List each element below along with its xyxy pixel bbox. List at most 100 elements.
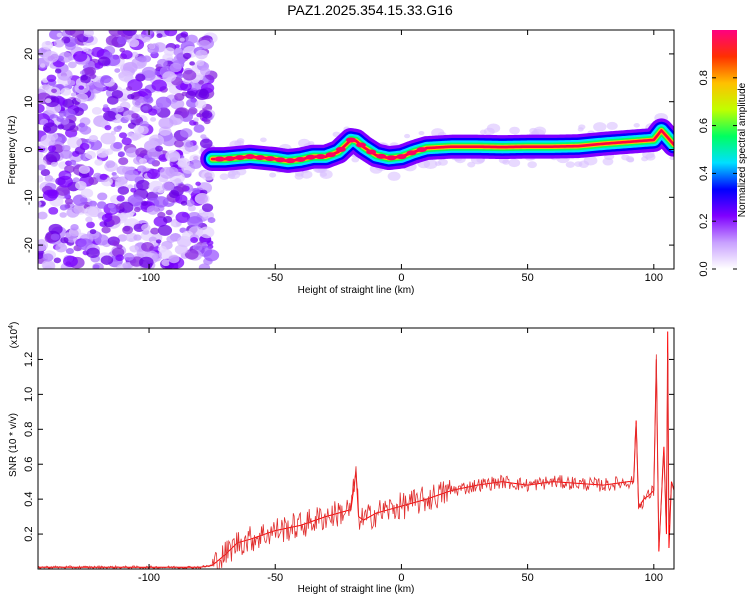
snr-y-tick-label: 0.6 (23, 457, 35, 472)
noise-blob (118, 132, 128, 139)
noise-blob (200, 134, 207, 140)
ridge-peak (285, 158, 296, 164)
noise-blob (80, 75, 91, 84)
noise-blob (117, 151, 126, 157)
snr-y-tick-label: 0.8 (23, 422, 35, 437)
noise-blob (94, 62, 104, 69)
ridge-peak (275, 157, 286, 163)
noise-blob (173, 139, 184, 148)
ridge-halo-blob (633, 123, 640, 128)
spectrogram-x-tick-label: 100 (645, 272, 663, 284)
noise-blob (155, 145, 163, 152)
snr-y-axis-label: SNR (10 * v/v) (8, 413, 19, 477)
ridge-halo-blob (527, 161, 537, 169)
ridge-peak (345, 137, 356, 143)
noise-blob (70, 223, 79, 231)
noise-blob (121, 137, 132, 146)
noise-blob (163, 216, 173, 224)
noise-blob (50, 161, 58, 167)
noise-blob (194, 193, 210, 205)
spectrogram-marks (38, 30, 674, 269)
noise-blob (207, 217, 216, 224)
noise-blob (100, 74, 112, 84)
noise-blob (101, 226, 111, 234)
snr-y-tick-label: 0.2 (23, 526, 35, 541)
noise-blob (192, 243, 203, 252)
noise-blob (85, 216, 93, 223)
colorbar-gradient (712, 30, 737, 269)
noise-blob (195, 49, 208, 60)
noise-blob (56, 32, 63, 38)
ridge-halo-blob (577, 127, 584, 132)
noise-blob (45, 151, 61, 163)
noise-blob (187, 216, 203, 229)
noise-blob (176, 184, 188, 193)
noise-blob (170, 222, 177, 227)
noise-blob (148, 180, 164, 193)
noise-blob (67, 136, 82, 148)
noise-blob (68, 55, 75, 61)
spectrogram-y-tick-label: 0 (23, 146, 35, 152)
noise-blob (124, 169, 139, 182)
noise-blob (198, 263, 211, 269)
noise-blob (118, 72, 126, 78)
noise-blob (155, 96, 172, 109)
ridge-peak (305, 154, 316, 160)
noise-blob (78, 85, 85, 90)
noise-blob (75, 93, 89, 103)
ridge-halo-blob (479, 129, 487, 135)
snr-x-tick-label: 50 (521, 572, 533, 584)
noise-blob (115, 177, 127, 186)
noise-blob (57, 124, 65, 130)
spectrogram-x-ticks: -100 -50 0 50 100 (138, 30, 663, 284)
noise-blob (139, 256, 154, 269)
noise-blob (66, 207, 80, 218)
noise-blob (199, 138, 213, 149)
noise-blob (107, 203, 115, 209)
ridge-halo-blob (236, 138, 245, 144)
noise-blob (180, 200, 188, 206)
ridge-halo-blob (351, 156, 360, 163)
ridge-halo-blob (502, 159, 510, 165)
ridge-peak (315, 154, 326, 160)
noise-blob (175, 211, 191, 223)
spectrogram-y-tick-label: 10 (23, 96, 35, 108)
ridge-peak (265, 156, 276, 162)
snr-x-tick-label: 100 (645, 572, 663, 584)
noise-blob (96, 201, 107, 209)
noise-blob (147, 168, 161, 180)
ridge-peak (366, 149, 377, 155)
noise-blob (53, 39, 65, 48)
noise-blob (41, 259, 56, 269)
noise-blob (59, 212, 67, 218)
snr-background (38, 328, 674, 569)
noise-blob (116, 36, 127, 45)
ridge-halo-blob (300, 170, 313, 179)
noise-blob (103, 104, 109, 109)
noise-blob (185, 34, 198, 44)
noise-blob (161, 259, 171, 267)
noise-blob (195, 181, 201, 186)
snr-y-ticks: 0.2 0.4 0.6 0.8 1.0 1.2 (23, 352, 674, 542)
noise-blob (157, 211, 166, 219)
noise-blob (118, 157, 129, 165)
noise-blob (91, 106, 103, 115)
noise-blob (196, 59, 205, 67)
noise-blob (201, 170, 215, 181)
noise-blob (185, 141, 194, 148)
noise-blob (203, 118, 211, 125)
noise-blob (99, 173, 108, 181)
noise-blob (164, 30, 178, 37)
noise-blob (75, 180, 87, 190)
ridge-halo-blob (404, 133, 411, 139)
noise-blob (182, 52, 192, 60)
noise-blob (174, 44, 180, 49)
noise-blob (73, 50, 88, 62)
spectrogram-x-tick-label: -50 (267, 272, 283, 284)
noise-blob (116, 195, 125, 202)
noise-blob (136, 179, 150, 191)
noise-blob (103, 51, 113, 59)
ridge-halo-blob (418, 131, 425, 136)
noise-blob (78, 122, 86, 128)
